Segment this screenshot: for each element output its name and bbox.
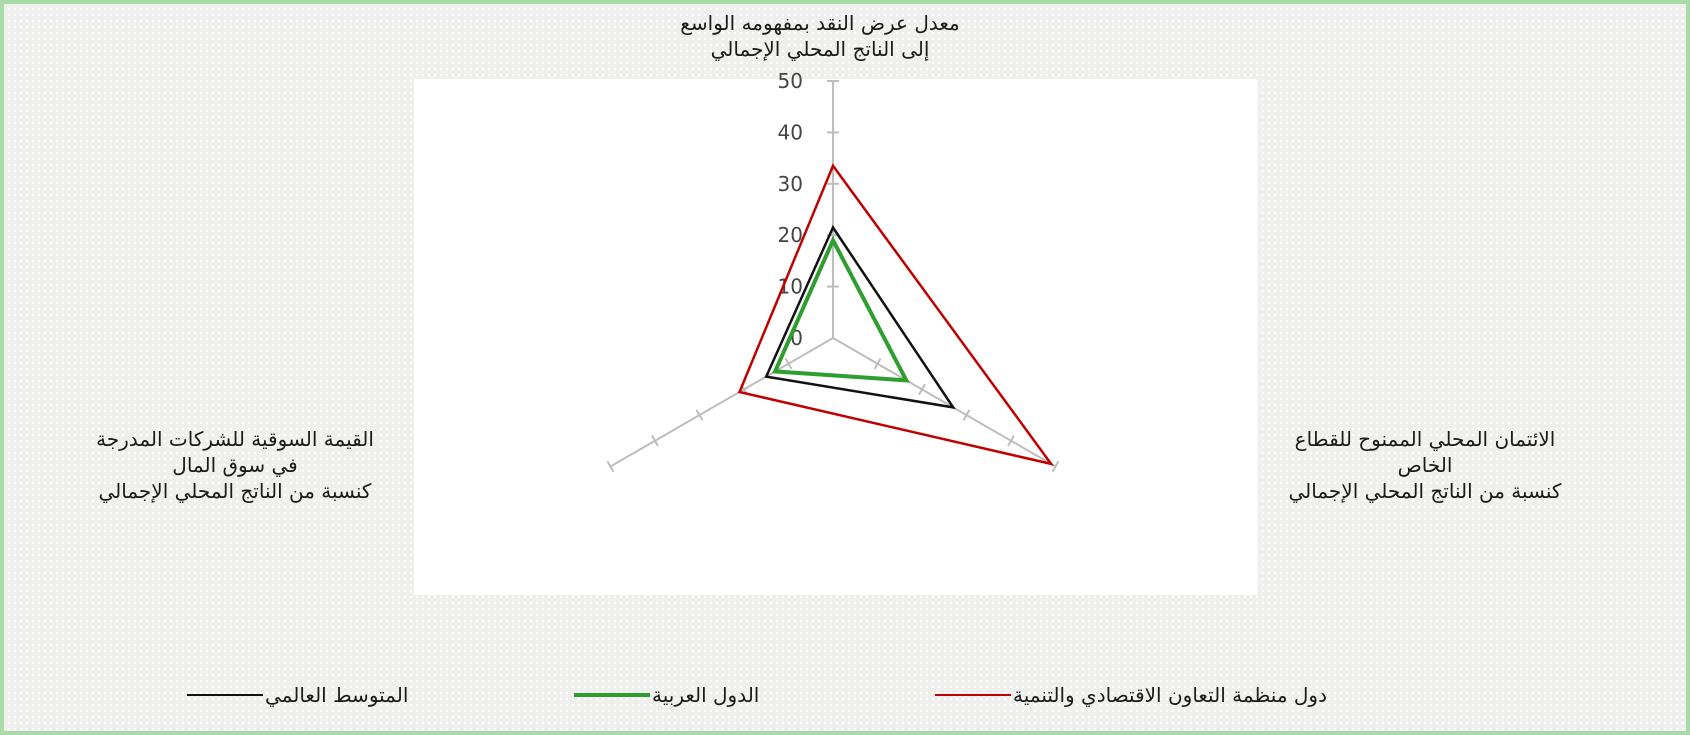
axis-label-line: في سوق المال [172,453,298,477]
axis-label-line: كنسبة من الناتج المحلي الإجمالي [98,479,372,503]
radial-tick-label: 30 [778,172,803,196]
radar-axis-tick [695,409,704,421]
legend-label: دول منظمة التعاون الاقتصادي والتنمية [1013,683,1327,707]
legend: دول منظمة التعاون الاقتصادي والتنمية الد… [0,675,1690,715]
radar-axis-tick [1007,435,1015,447]
legend-item-arab: الدول العربية [574,675,759,715]
radar-axis-tick [962,409,971,421]
axis-label-line: الخاص [1397,453,1453,477]
axis-label-line: القيمة السوقية للشركات المدرجة [96,427,374,451]
legend-item-world: المتوسط العالمي [187,675,408,715]
legend-swatch [187,694,263,696]
axis-label-market-cap: القيمة السوقية للشركات المدرجة في سوق ال… [10,426,460,504]
radial-tick-label: 50 [778,69,803,93]
radar-axis-tick [1051,460,1060,473]
radial-tick-label: 40 [778,120,803,144]
series-polygon [737,163,1055,466]
radar-axis-tick [606,460,615,473]
legend-swatch [574,693,650,697]
axis-label-private-credit: الائتمان المحلي الممنوح للقطاع الخاص كنس… [1200,426,1650,504]
series-polygon [772,235,910,383]
radar-axis-tick [873,358,882,370]
legend-item-oecd: دول منظمة التعاون الاقتصادي والتنمية [935,675,1327,715]
radar-axis-line [832,337,1057,468]
legend-label: الدول العربية [652,683,760,707]
plot-area [414,79,1257,595]
radial-tick-label: 20 [778,223,803,247]
series-polygon [764,224,956,410]
radar-axis-tick [918,383,926,396]
legend-swatch [935,694,1011,696]
axis-label-money-supply: معدل عرض النقد بمفهومه الواسع إلى الناتج… [560,10,1080,62]
radial-tick-label: 10 [778,275,803,299]
radar-axis-tick [784,358,793,370]
axis-label-line: إلى الناتج المحلي الإجمالي [710,37,930,61]
legend-label: المتوسط العالمي [265,683,409,707]
axis-label-line: كنسبة من الناتج المحلي الإجمالي [1288,479,1562,503]
axis-label-line: الائتمان المحلي الممنوح للقطاع [1294,427,1556,451]
radar-axis-line [609,337,834,468]
axis-label-line: معدل عرض النقد بمفهومه الواسع [680,11,960,35]
radar-axis-tick [651,435,659,447]
